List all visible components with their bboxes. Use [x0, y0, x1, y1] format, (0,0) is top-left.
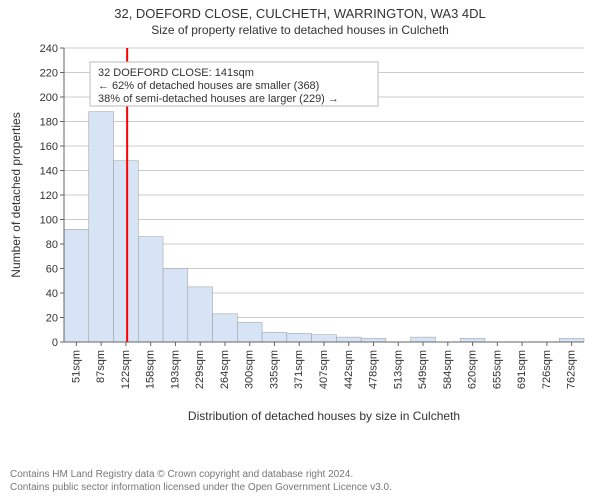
x-tick-label: 478sqm: [368, 350, 380, 389]
histogram-bar: [336, 337, 361, 342]
histogram-bar: [262, 332, 287, 342]
x-axis-title: Distribution of detached houses by size …: [188, 409, 460, 423]
svg-text:180: 180: [40, 117, 58, 129]
histogram-bar: [213, 314, 238, 342]
histogram-bar: [188, 287, 213, 342]
annotation-line2: ← 62% of detached houses are smaller (36…: [98, 80, 319, 92]
svg-text:20: 20: [46, 313, 58, 325]
x-tick-label: 407sqm: [318, 350, 330, 389]
svg-text:40: 40: [46, 288, 58, 300]
histogram-bar: [559, 338, 584, 342]
svg-text:0: 0: [52, 337, 58, 349]
x-tick-label: 584sqm: [442, 350, 454, 389]
histogram-bar: [163, 269, 188, 343]
x-tick-label: 691sqm: [516, 350, 528, 389]
x-tick-label: 122sqm: [120, 350, 132, 389]
x-tick-label: 371sqm: [293, 350, 305, 389]
footer-line2: Contains public sector information licen…: [10, 481, 590, 494]
x-tick-label: 513sqm: [392, 350, 404, 389]
chart-title-address: 32, DOEFORD CLOSE, CULCHETH, WARRINGTON,…: [0, 6, 600, 21]
histogram-bar: [312, 335, 337, 342]
x-tick-label: 762sqm: [566, 350, 578, 389]
chart-title-desc: Size of property relative to detached ho…: [0, 23, 600, 37]
x-tick-label: 300sqm: [244, 350, 256, 389]
svg-text:220: 220: [40, 68, 58, 80]
x-tick-label: 335sqm: [268, 350, 280, 389]
histogram-bar: [287, 333, 312, 342]
x-tick-label: 229sqm: [194, 350, 206, 389]
histogram-bar: [114, 161, 139, 342]
annotation-line3: 38% of semi-detached houses are larger (…: [98, 93, 339, 105]
chart-title-block: 32, DOEFORD CLOSE, CULCHETH, WARRINGTON,…: [0, 0, 600, 37]
svg-text:80: 80: [46, 239, 58, 251]
x-tick-label: 442sqm: [343, 350, 355, 389]
x-tick-label: 158sqm: [145, 350, 157, 389]
histogram-chart: 0 20 40 60 80 100 120 140 160 180 200 220 240 51sqm 87…: [0, 42, 600, 444]
histogram-bar: [460, 338, 485, 342]
svg-text:160: 160: [40, 141, 58, 153]
footer-line1: Contains HM Land Registry data © Crown c…: [10, 468, 590, 481]
histogram-bar: [411, 337, 436, 342]
chart-area: 0 20 40 60 80 100 120 140 160 180 200 220 240 51sqm 87…: [0, 42, 600, 444]
x-tick-label: 193sqm: [169, 350, 181, 389]
histogram-bar: [237, 322, 262, 342]
svg-text:60: 60: [46, 264, 58, 276]
x-tick-label: 87sqm: [95, 350, 107, 383]
annotation-line1: 32 DOEFORD CLOSE: 141sqm: [98, 67, 254, 79]
histogram-bar: [89, 112, 114, 342]
histogram-bar: [361, 338, 386, 342]
histogram-bar: [64, 229, 89, 342]
svg-text:100: 100: [40, 215, 58, 227]
svg-text:140: 140: [40, 166, 58, 178]
x-tick-label: 655sqm: [491, 350, 503, 389]
x-tick-label: 51sqm: [70, 350, 82, 383]
x-tick-label: 726sqm: [541, 350, 553, 389]
histogram-bar: [138, 237, 163, 342]
svg-text:200: 200: [40, 92, 58, 104]
y-axis-title: Number of detached properties: [9, 112, 23, 277]
x-tick-label: 549sqm: [417, 350, 429, 389]
footer-attribution: Contains HM Land Registry data © Crown c…: [10, 468, 590, 494]
svg-text:240: 240: [40, 43, 58, 55]
x-tick-label: 620sqm: [467, 350, 479, 389]
x-tick-label: 264sqm: [219, 350, 231, 389]
svg-text:120: 120: [40, 190, 58, 202]
